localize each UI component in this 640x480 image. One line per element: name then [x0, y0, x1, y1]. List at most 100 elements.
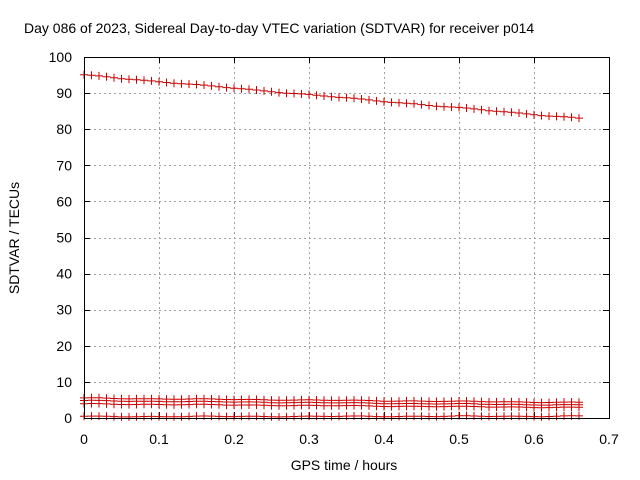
data-point [230, 84, 238, 93]
data-series [80, 70, 583, 421]
data-point [477, 412, 486, 421]
data-point [380, 402, 388, 411]
y-tick-label: 30 [56, 302, 72, 318]
data-point [462, 402, 471, 411]
data-point [425, 402, 433, 411]
data-point [335, 93, 343, 102]
data-point [500, 107, 508, 116]
data-point [500, 403, 508, 411]
data-point [147, 412, 156, 421]
data-point [440, 402, 448, 411]
data-point [350, 94, 358, 103]
data-point [125, 412, 133, 421]
data-point [485, 403, 493, 412]
data-point [147, 76, 156, 85]
data-point [260, 401, 268, 410]
data-point [530, 412, 538, 421]
data-point [387, 402, 396, 411]
x-axis-label: GPS time / hours [291, 457, 398, 473]
data-point [447, 402, 456, 411]
data-point [162, 78, 171, 87]
y-tick-label: 100 [49, 49, 73, 65]
data-point [342, 93, 351, 102]
data-point [312, 91, 321, 100]
data-point [342, 401, 351, 410]
data-point [200, 400, 208, 409]
data-point [522, 403, 531, 412]
data-point [132, 400, 141, 409]
data-point [365, 401, 373, 410]
data-point [492, 412, 501, 421]
data-point [222, 412, 231, 421]
data-point [545, 412, 553, 421]
data-point [147, 400, 156, 409]
data-point [177, 412, 186, 421]
data-point [162, 400, 171, 409]
series-5 [80, 411, 583, 421]
data-point [275, 401, 283, 410]
data-point [95, 399, 103, 408]
y-tick-label: 60 [56, 193, 72, 209]
data-point [440, 102, 448, 111]
data-point [522, 412, 531, 421]
data-point [372, 412, 381, 421]
data-point [425, 101, 433, 110]
data-point [110, 73, 118, 82]
data-point [245, 401, 253, 409]
data-point [417, 100, 426, 109]
data-point [95, 71, 103, 80]
data-point [425, 412, 433, 421]
series-4 [80, 399, 583, 412]
grid [84, 57, 609, 418]
data-point [102, 72, 111, 81]
data-point [327, 401, 336, 410]
data-point [387, 412, 396, 421]
data-point [192, 80, 201, 89]
data-point [485, 412, 493, 421]
data-point [395, 98, 403, 107]
data-point [87, 399, 96, 408]
data-point [335, 412, 343, 421]
data-point [455, 103, 463, 112]
data-point [207, 81, 216, 90]
data-point [87, 71, 96, 80]
data-point [327, 92, 336, 101]
data-point [545, 403, 553, 412]
data-point [102, 399, 111, 408]
data-point [537, 403, 546, 412]
data-point [417, 402, 426, 411]
data-point [560, 112, 568, 121]
data-point [252, 412, 261, 421]
x-tick-label: 0.6 [524, 431, 544, 447]
data-point [477, 105, 486, 114]
data-point [230, 401, 238, 410]
data-point [267, 412, 276, 421]
data-point [260, 86, 268, 95]
data-point [477, 402, 486, 411]
data-point [492, 107, 501, 116]
data-point [507, 402, 516, 411]
data-point [170, 412, 178, 421]
data-point [387, 98, 396, 107]
data-point [215, 412, 223, 421]
data-point [117, 412, 126, 421]
y-tick-label: 20 [56, 338, 72, 354]
data-point [470, 104, 478, 113]
data-point [560, 403, 568, 412]
data-point [117, 400, 126, 409]
data-point [282, 89, 291, 98]
axis-ticks [84, 57, 610, 419]
data-point [440, 412, 448, 421]
x-tick-label: 0.4 [374, 431, 394, 447]
data-point [410, 99, 418, 108]
data-point [417, 412, 426, 421]
data-point [575, 114, 583, 123]
data-point [192, 400, 201, 409]
data-point [372, 96, 381, 105]
data-point [410, 402, 418, 411]
data-point [335, 401, 343, 410]
data-point [117, 74, 126, 83]
data-point [155, 412, 163, 421]
data-point [297, 401, 306, 410]
